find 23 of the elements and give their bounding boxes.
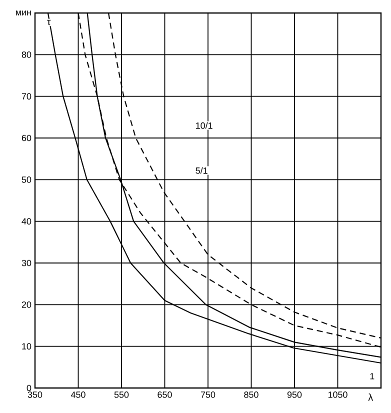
y-tick-label: 10 [22, 343, 32, 350]
x-tick-label: 550 [114, 392, 129, 398]
x-axis-title: λ [368, 394, 374, 401]
y-tick-label: 30 [22, 260, 32, 266]
annotation: 10/1 [196, 122, 212, 129]
x-tick-label: 650 [158, 392, 172, 398]
x-tick-label: 750 [200, 392, 216, 398]
x-tick-label: 450 [70, 392, 86, 398]
x-tick-label: 1050 [328, 392, 348, 398]
x-tick-label: 850 [244, 392, 258, 398]
y-axis-title: τ [47, 20, 51, 26]
y-tick-label: 0 [26, 384, 32, 392]
x-tick-label: 350 [28, 392, 42, 398]
y-tick-label: 20 [22, 301, 32, 308]
annotation: 1 [370, 373, 374, 380]
y-tick-label: 50 [22, 176, 32, 183]
y-tick-label: мин [16, 10, 31, 16]
y-tick-label: 40 [22, 218, 32, 225]
y-tick-label: 70 [22, 93, 32, 100]
x-tick-label: 950 [287, 392, 302, 398]
y-tick-label: 80 [22, 51, 32, 58]
annotation: 5/1 [196, 167, 208, 174]
y-tick-label: 60 [22, 134, 32, 142]
